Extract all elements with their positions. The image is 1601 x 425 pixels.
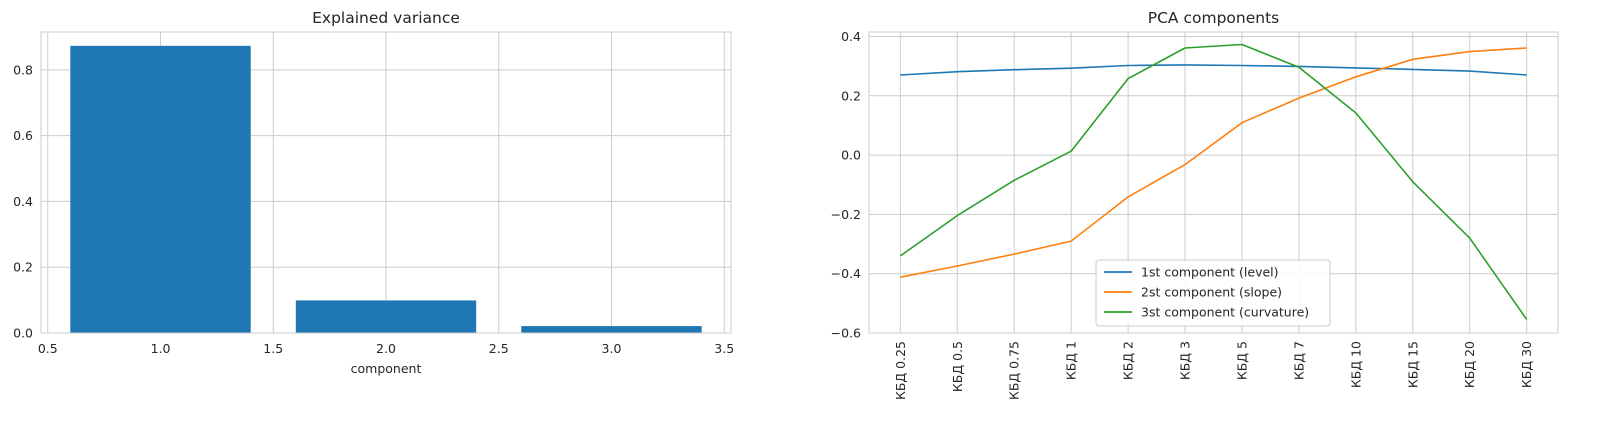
left-x-tick-label: 1.5 <box>263 341 283 356</box>
right-x-tick-label: КБД 1 <box>1064 341 1079 380</box>
right-x-tick-labels: КБД 0.25 КБД 0.5 КБД 0.75 КБД 1 КБД 2 КБД 3 КБ… <box>893 341 1534 400</box>
right-x-tick-label: КБД 0.25 <box>893 341 908 400</box>
legend-label: 2st component (slope) <box>1141 285 1282 300</box>
legend-label: 3st component (curvature) <box>1141 305 1309 320</box>
right-x-tick-label: КБД 7 <box>1291 341 1306 380</box>
left-chart-title: Explained variance <box>312 9 460 27</box>
right-x-tick-label: КБД 3 <box>1178 341 1193 380</box>
left-x-tick-label: 3.5 <box>714 341 734 356</box>
right-x-tick-label: КБД 30 <box>1519 341 1534 388</box>
bar <box>295 300 477 333</box>
left-plot-frame <box>40 31 732 334</box>
left-x-tick-label: 3.0 <box>602 341 622 356</box>
pca-components-chart: КБД 0.25 КБД 0.5 КБД 0.75 КБД 1 КБД 2 КБД 3 КБ… <box>831 9 1559 400</box>
right-y-tick-label: −0.6 <box>831 326 861 341</box>
explained-variance-chart: 0.5 1.0 1.5 2.0 2.5 3.0 3.5 0.0 0.2 0.4 0.6 0.8 Ex… <box>13 9 734 376</box>
left-x-axis-label: component <box>351 361 422 376</box>
left-x-tick-label: 0.5 <box>38 341 58 356</box>
left-x-tick-label: 1.0 <box>151 341 171 356</box>
right-x-tick-label: КБД 5 <box>1234 341 1249 380</box>
legend-label: 1st component (level) <box>1141 265 1279 280</box>
left-x-tick-label: 2.0 <box>376 341 396 356</box>
left-y-tick-label: 0.0 <box>13 326 33 341</box>
left-y-tick-label: 0.6 <box>13 128 33 143</box>
series-line-3 <box>899 43 1528 320</box>
right-y-tick-label: −0.4 <box>831 266 861 281</box>
right-y-tick-label: −0.2 <box>831 207 861 222</box>
right-y-tick-labels: −0.6 −0.4 −0.2 0.0 0.2 0.4 <box>831 29 861 341</box>
legend: 1st component (level) 2st component (slop… <box>1095 259 1331 327</box>
bar <box>521 326 702 333</box>
left-y-tick-label: 0.8 <box>13 62 33 77</box>
legend-box <box>1095 259 1331 327</box>
right-x-tick-label: КБД 10 <box>1348 341 1363 388</box>
left-y-tick-label: 0.4 <box>13 194 33 209</box>
right-y-tick-label: 0.0 <box>841 148 861 163</box>
right-series-lines <box>899 43 1528 320</box>
left-x-tick-labels: 0.5 1.0 1.5 2.0 2.5 3.0 3.5 <box>38 341 734 356</box>
left-y-tick-label: 0.2 <box>13 260 33 275</box>
right-x-tick-label: КБД 15 <box>1405 341 1420 388</box>
left-bars <box>70 45 702 333</box>
right-x-tick-label: КБД 0.5 <box>950 341 965 392</box>
right-y-tick-label: 0.4 <box>841 29 861 44</box>
left-x-tick-label: 2.5 <box>489 341 509 356</box>
right-x-tick-label: КБД 2 <box>1121 341 1136 380</box>
right-plot-frame <box>868 31 1559 334</box>
right-y-tick-label: 0.2 <box>841 88 861 103</box>
series-line-1 <box>900 64 1527 76</box>
series-line-2 <box>900 47 1527 278</box>
right-x-tick-label: КБД 20 <box>1462 341 1477 388</box>
right-chart-title: PCA components <box>1148 9 1279 27</box>
left-y-tick-labels: 0.0 0.2 0.4 0.6 0.8 <box>13 62 33 340</box>
right-x-tick-label: КБД 0.75 <box>1007 341 1022 400</box>
bar <box>70 45 251 333</box>
